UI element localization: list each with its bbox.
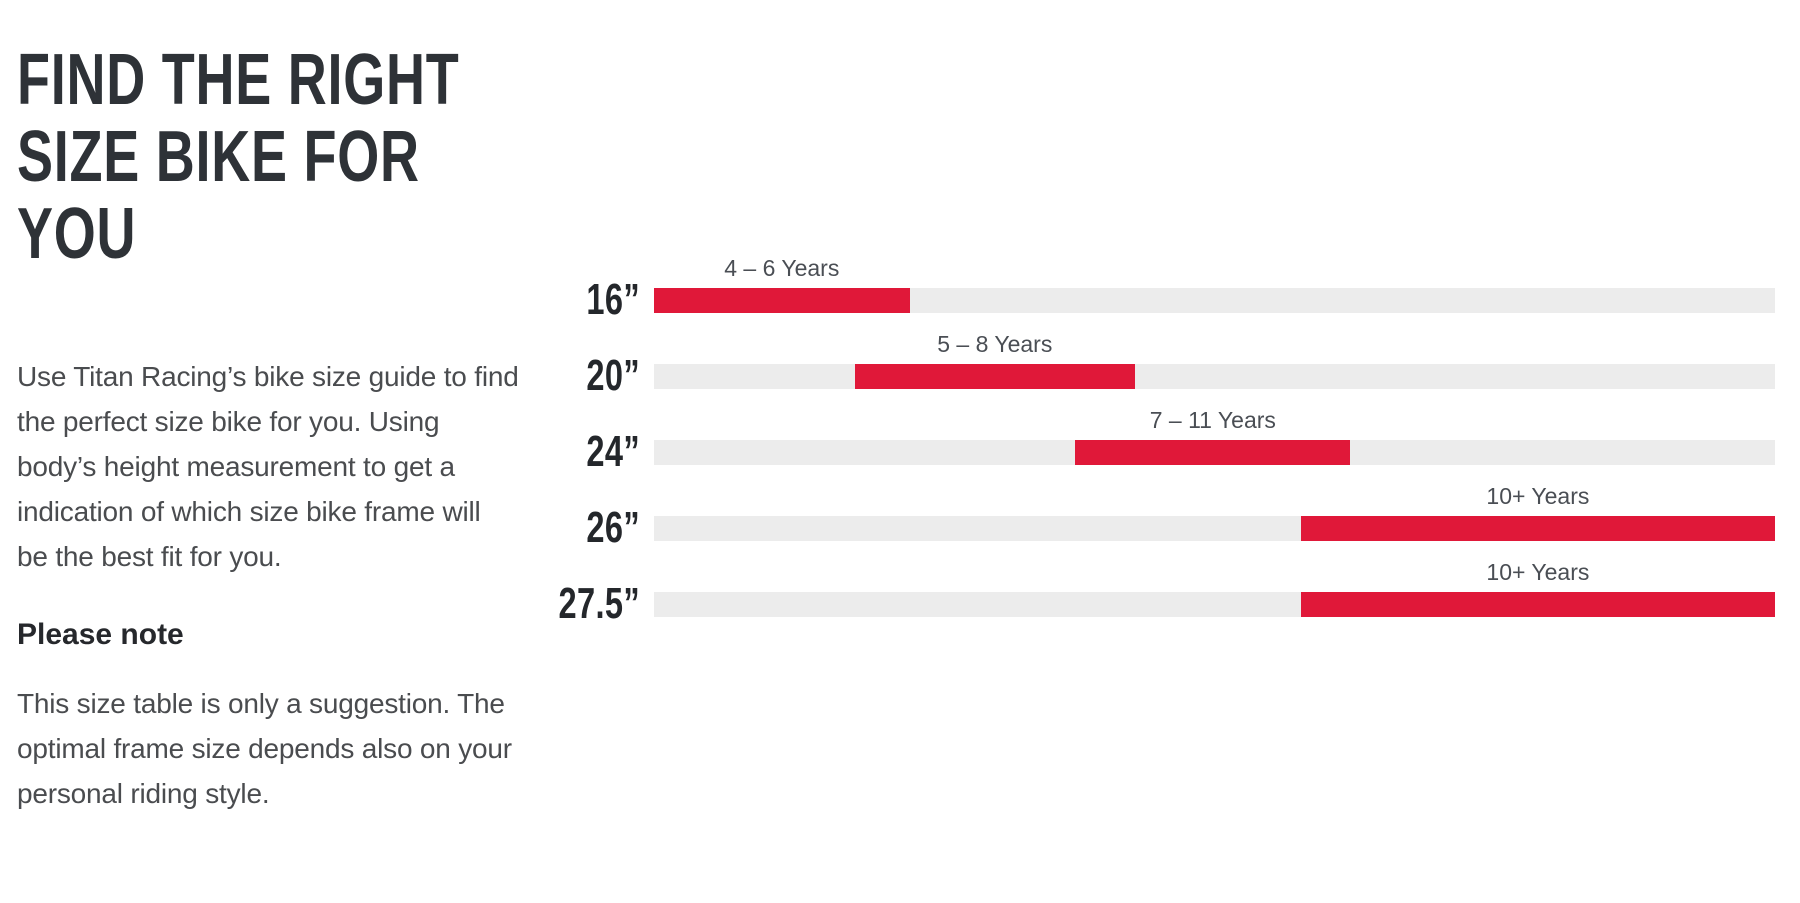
size-label: 26” bbox=[586, 503, 640, 552]
bar-fill bbox=[1300, 515, 1775, 541]
age-label: 7 – 11 Years bbox=[1149, 406, 1276, 433]
bar-track: 5 – 8 Years bbox=[654, 331, 1775, 389]
age-label: 10+ Years bbox=[1486, 558, 1590, 585]
chart-row: 26” 10+ Years bbox=[520, 483, 1776, 553]
size-chart: 16” 4 – 6 Years 20” 5 – 8 Years 24” 7 – … bbox=[520, 0, 1780, 903]
intro-paragraph: Use Titan Racing’s bike size guide to fi… bbox=[17, 361, 519, 572]
chart-row: 16” 4 – 6 Years bbox=[520, 255, 1776, 325]
note-heading: Please note bbox=[17, 618, 184, 651]
bar-track: 4 – 6 Years bbox=[654, 255, 1775, 313]
chart-row: 24” 7 – 11 Years bbox=[520, 407, 1776, 477]
age-label: 4 – 6 Years bbox=[724, 254, 840, 281]
bar-fill bbox=[654, 287, 910, 313]
bar-track: 10+ Years bbox=[654, 559, 1775, 617]
size-label: 24” bbox=[586, 427, 640, 476]
bar-track: 7 – 11 Years bbox=[654, 407, 1775, 465]
page-title: FIND THE RIGHT SIZE BIKE FOR YOU bbox=[17, 40, 460, 274]
chart-row: 20” 5 – 8 Years bbox=[520, 331, 1776, 401]
size-label: 27.5” bbox=[558, 579, 640, 628]
age-label: 5 – 8 Years bbox=[937, 330, 1053, 357]
chart-row: 27.5” 10+ Years bbox=[520, 559, 1776, 629]
size-label: 16” bbox=[586, 275, 640, 324]
size-label: 20” bbox=[586, 351, 640, 400]
bar-track: 10+ Years bbox=[654, 483, 1775, 541]
note-paragraph: This size table is only a suggestion. Th… bbox=[17, 688, 512, 809]
bar-fill bbox=[1075, 439, 1351, 465]
age-label: 10+ Years bbox=[1486, 482, 1590, 509]
bar-fill bbox=[1300, 591, 1775, 617]
bar-fill bbox=[854, 363, 1135, 389]
